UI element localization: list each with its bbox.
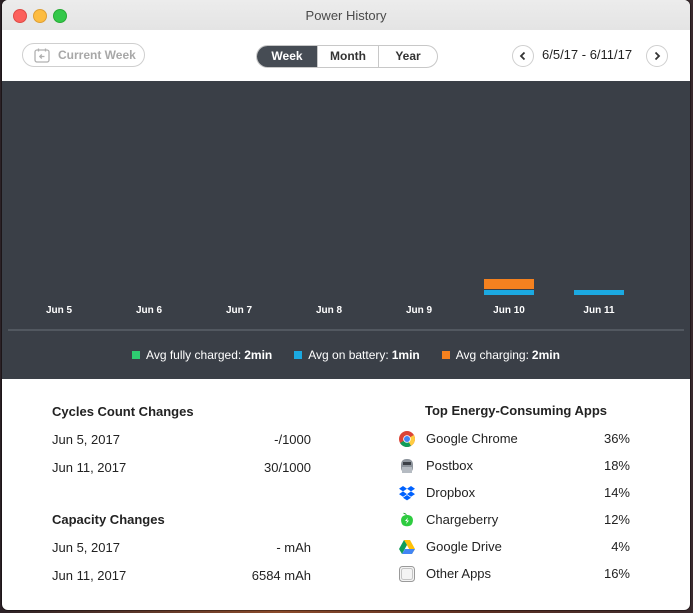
cycles-row-date: Jun 11, 2017 <box>52 460 127 475</box>
power-chart-panel: Jun 5 Jun 6 Jun 7 Jun 8 Jun 9 Jun 10 Jun 11 Av… <box>2 81 690 379</box>
x-tick-label: Jun 10 <box>493 305 525 316</box>
chevron-left-icon <box>519 51 526 61</box>
x-tick-label: Jun 9 <box>406 305 433 316</box>
legend-swatch <box>441 351 450 359</box>
title-bar: Power History <box>2 0 690 30</box>
cycles-row-date: Jun 5, 2017 <box>52 432 120 447</box>
app-percent: 16% <box>603 566 630 581</box>
app-percent: 18% <box>603 458 630 473</box>
chargeberry-icon <box>398 511 416 529</box>
chart-bar <box>484 290 534 295</box>
legend-label: Avg fully charged: <box>146 348 242 362</box>
apps-list: Google Chrome 36% Postbox 18% Dropbox 14… <box>398 425 638 587</box>
list-item: Google Drive 4% <box>398 533 638 560</box>
power-chart: Jun 5 Jun 6 Jun 7 Jun 8 Jun 9 Jun 10 Jun 11 <box>8 279 684 331</box>
capacity-row-date: Jun 11, 2017 <box>52 568 127 583</box>
legend-on-battery: Avg on battery: 1min <box>294 348 420 362</box>
chart-bar <box>574 290 624 295</box>
cycles-row-value: -/1000 <box>274 432 311 447</box>
tab-month[interactable]: Month <box>318 46 379 67</box>
app-name: Dropbox <box>426 485 476 500</box>
window-title: Power History <box>305 8 387 23</box>
app-percent: 14% <box>603 485 630 500</box>
capacity-row-value: - mAh <box>276 540 311 555</box>
x-tick-label: Jun 8 <box>316 305 343 316</box>
capacity-title: Capacity Changes <box>52 512 165 527</box>
cycles-title: Cycles Count Changes <box>52 404 194 419</box>
list-item: Dropbox 14% <box>398 479 638 506</box>
dropbox-icon <box>398 484 416 502</box>
calendar-back-icon <box>34 48 50 63</box>
next-period-button[interactable] <box>646 45 668 67</box>
legend-value: 1min <box>391 348 420 362</box>
postbox-icon <box>398 457 416 475</box>
cycles-row-value: 30/1000 <box>264 460 311 475</box>
minimize-button[interactable] <box>33 9 47 23</box>
legend-fully-charged: Avg fully charged: 2min <box>132 348 272 362</box>
current-week-button[interactable]: Current Week <box>22 43 145 67</box>
capacity-row-date: Jun 5, 2017 <box>52 540 120 555</box>
app-percent: 4% <box>611 539 630 554</box>
list-item: Other Apps 16% <box>398 560 638 587</box>
chrome-icon <box>398 430 416 448</box>
app-name: Google Drive <box>426 539 502 554</box>
chart-legend: Avg fully charged: 2min Avg on battery: … <box>2 345 690 365</box>
list-item: Google Chrome 36% <box>398 425 638 452</box>
date-range: 6/5/17 - 6/11/17 <box>542 47 633 62</box>
app-name: Postbox <box>426 458 473 473</box>
period-segmented-control: Week Month Year <box>256 45 438 68</box>
legend-swatch <box>294 351 303 359</box>
legend-value: 2min <box>531 348 560 362</box>
google-drive-icon <box>398 538 416 556</box>
x-tick-label: Jun 7 <box>226 305 253 316</box>
legend-value: 2min <box>244 348 273 362</box>
app-name: Chargeberry <box>426 512 499 527</box>
legend-swatch <box>132 351 141 359</box>
app-percent: 12% <box>603 512 630 527</box>
chevron-right-icon <box>654 51 661 61</box>
zoom-button[interactable] <box>53 9 67 23</box>
current-week-label: Current Week <box>58 48 136 62</box>
toolbar: Current Week Week Month Year 6/5/17 - 6/… <box>2 30 690 81</box>
chart-bar <box>484 279 534 289</box>
other-apps-icon <box>398 565 416 583</box>
x-tick-label: Jun 5 <box>46 305 73 316</box>
tab-year[interactable]: Year <box>395 49 421 63</box>
app-name: Google Chrome <box>426 431 518 446</box>
x-tick-label: Jun 11 <box>583 305 615 316</box>
legend-charging: Avg charging: 2min <box>441 348 560 362</box>
tab-week[interactable]: Week <box>257 46 318 67</box>
list-item: Chargeberry 12% <box>398 506 638 533</box>
close-button[interactable] <box>13 9 27 23</box>
list-item: Postbox 18% <box>398 452 638 479</box>
app-percent: 36% <box>603 431 630 446</box>
legend-label: Avg charging: <box>455 348 529 362</box>
apps-title: Top Energy-Consuming Apps <box>425 403 607 418</box>
x-tick-label: Jun 6 <box>136 305 163 316</box>
legend-label: Avg on battery: <box>308 348 389 362</box>
app-name: Other Apps <box>426 566 492 581</box>
previous-period-button[interactable] <box>512 45 534 67</box>
capacity-row-value: 6584 mAh <box>251 568 311 583</box>
